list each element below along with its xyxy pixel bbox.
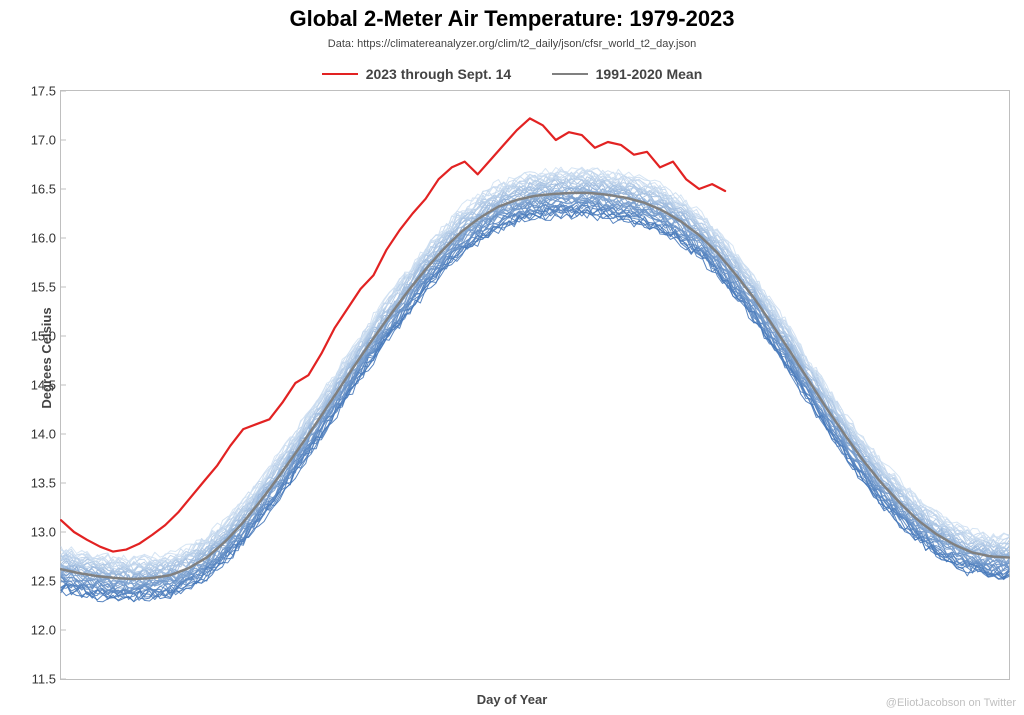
ytick-label: 17.5 xyxy=(8,84,56,99)
plot-area xyxy=(60,90,1010,680)
ytick-label: 13.0 xyxy=(8,525,56,540)
ytick-label: 12.0 xyxy=(8,623,56,638)
ytick-label: 14.5 xyxy=(8,378,56,393)
legend: 2023 through Sept. 14 1991-2020 Mean xyxy=(0,62,1024,82)
legend-label-mean: 1991-2020 Mean xyxy=(596,66,703,82)
chart-container: Global 2-Meter Air Temperature: 1979-202… xyxy=(0,0,1024,715)
ytick-label: 13.5 xyxy=(8,476,56,491)
historical-lines xyxy=(61,167,1009,602)
ytick-label: 16.0 xyxy=(8,231,56,246)
ytick-label: 15.0 xyxy=(8,329,56,344)
legend-swatch-mean xyxy=(552,73,588,76)
legend-label-2023: 2023 through Sept. 14 xyxy=(366,66,511,82)
ytick-label: 16.5 xyxy=(8,182,56,197)
x-axis-label: Day of Year xyxy=(0,692,1024,707)
legend-swatch-2023 xyxy=(322,73,358,76)
chart-subtitle: Data: https://climatereanalyzer.org/clim… xyxy=(0,38,1024,50)
ytick-label: 15.5 xyxy=(8,280,56,295)
chart-title: Global 2-Meter Air Temperature: 1979-202… xyxy=(0,6,1024,32)
attribution: @EliotJacobson on Twitter xyxy=(886,697,1016,709)
legend-item-2023: 2023 through Sept. 14 xyxy=(322,66,511,82)
mean-line xyxy=(61,193,1009,579)
legend-item-mean: 1991-2020 Mean xyxy=(552,66,703,82)
y-axis-label: Degrees Celsius xyxy=(39,307,54,408)
ytick-label: 17.0 xyxy=(8,133,56,148)
ytick-label: 14.0 xyxy=(8,427,56,442)
ytick-label: 11.5 xyxy=(8,672,56,687)
ytick-label: 12.5 xyxy=(8,574,56,589)
